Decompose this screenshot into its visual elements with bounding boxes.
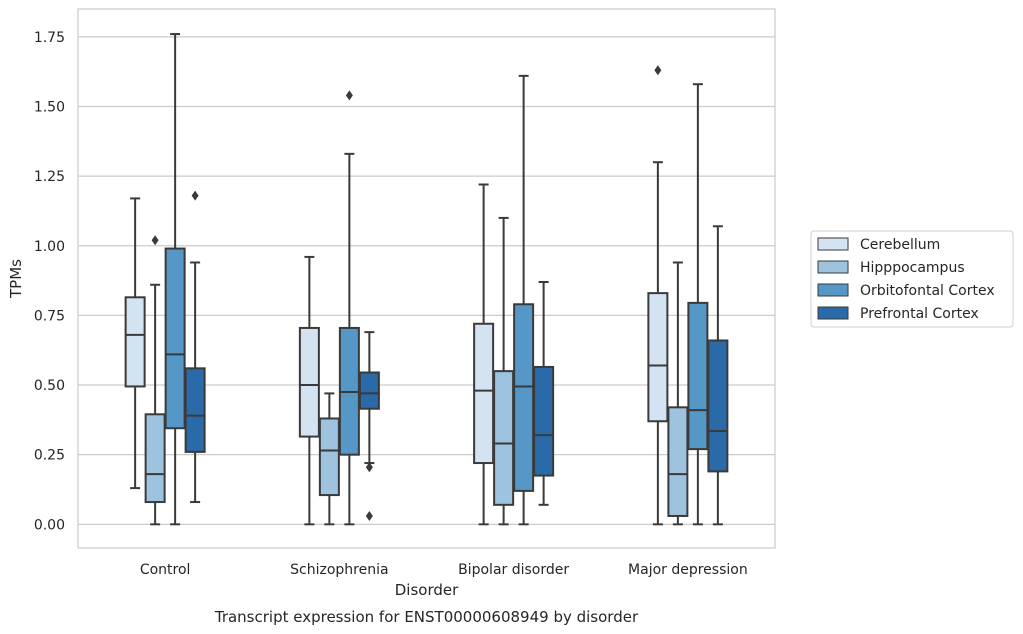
legend-swatch	[817, 283, 849, 297]
y-tick-label: 0.75	[34, 308, 65, 324]
box	[144, 413, 166, 504]
x-tick-label: Bipolar disorder	[458, 562, 569, 578]
box	[184, 367, 206, 453]
box	[358, 371, 380, 410]
box	[707, 339, 729, 473]
legend: Cerebellum Hipppocampus Orbitofontal Corte…	[810, 230, 1014, 328]
box	[473, 322, 495, 465]
y-tick-label: 1.25	[34, 169, 65, 185]
box	[667, 406, 689, 517]
outlier-point	[191, 190, 199, 201]
box-group	[473, 183, 495, 526]
box-group	[298, 255, 320, 526]
box	[298, 326, 320, 438]
legend-label: Cerebellum	[860, 237, 940, 253]
y-tick-label: 0.50	[34, 378, 65, 394]
y-tick-labels: 0.00 0.25 0.50 0.75 1.00 1.25 1.50 1.75	[34, 30, 65, 533]
x-axis-label: Disorder	[395, 581, 459, 599]
box-group	[513, 74, 535, 526]
box	[493, 370, 515, 506]
outlier-point	[654, 65, 662, 76]
y-tick-label: 1.00	[34, 239, 65, 255]
box-group	[124, 197, 146, 490]
box	[533, 365, 555, 477]
box	[647, 292, 669, 423]
box	[318, 417, 340, 497]
y-tick-label: 0.25	[34, 448, 65, 464]
box-group	[318, 392, 340, 526]
x-tick-label: Schizophrenia	[290, 562, 388, 578]
box	[513, 303, 535, 492]
box-group	[358, 331, 380, 521]
box-group	[647, 65, 669, 526]
box-group	[533, 280, 555, 506]
box-group	[493, 216, 515, 526]
legend-swatch	[817, 260, 849, 274]
x-tick-label: Control	[140, 562, 191, 578]
legend-label: Hipppocampus	[860, 260, 965, 276]
box	[164, 247, 186, 430]
box-group	[667, 261, 689, 526]
box-group	[338, 90, 360, 526]
y-axis-label: TPMs	[7, 259, 25, 299]
outlier-point	[365, 510, 373, 521]
outlier-point	[345, 90, 353, 101]
box-group	[184, 190, 206, 504]
y-tick-label: 1.75	[34, 30, 65, 46]
box	[687, 301, 709, 451]
boxes	[124, 33, 729, 526]
box-group	[707, 225, 729, 526]
plot-area-frame	[77, 8, 776, 549]
y-tick-label: 0.00	[34, 517, 65, 533]
outlier-point	[151, 235, 159, 246]
legend-label: Prefrontal Cortex	[860, 306, 979, 322]
box-group	[164, 33, 186, 526]
outlier-point	[365, 462, 373, 473]
x-tick-label: Major depression	[628, 562, 748, 578]
legend-label: Orbitofontal Cortex	[860, 283, 995, 299]
legend-swatch	[817, 237, 849, 251]
y-tick-label: 1.50	[34, 99, 65, 115]
box-group	[144, 235, 166, 526]
box	[124, 296, 146, 388]
legend-frame	[810, 230, 1014, 328]
x-tick-labels: Control Schizophrenia Bipolar disorder Majo…	[140, 562, 748, 578]
chart-caption: Transcript expression for ENST0000060894…	[214, 608, 639, 626]
legend-swatch	[817, 306, 849, 320]
box-group	[687, 83, 709, 526]
